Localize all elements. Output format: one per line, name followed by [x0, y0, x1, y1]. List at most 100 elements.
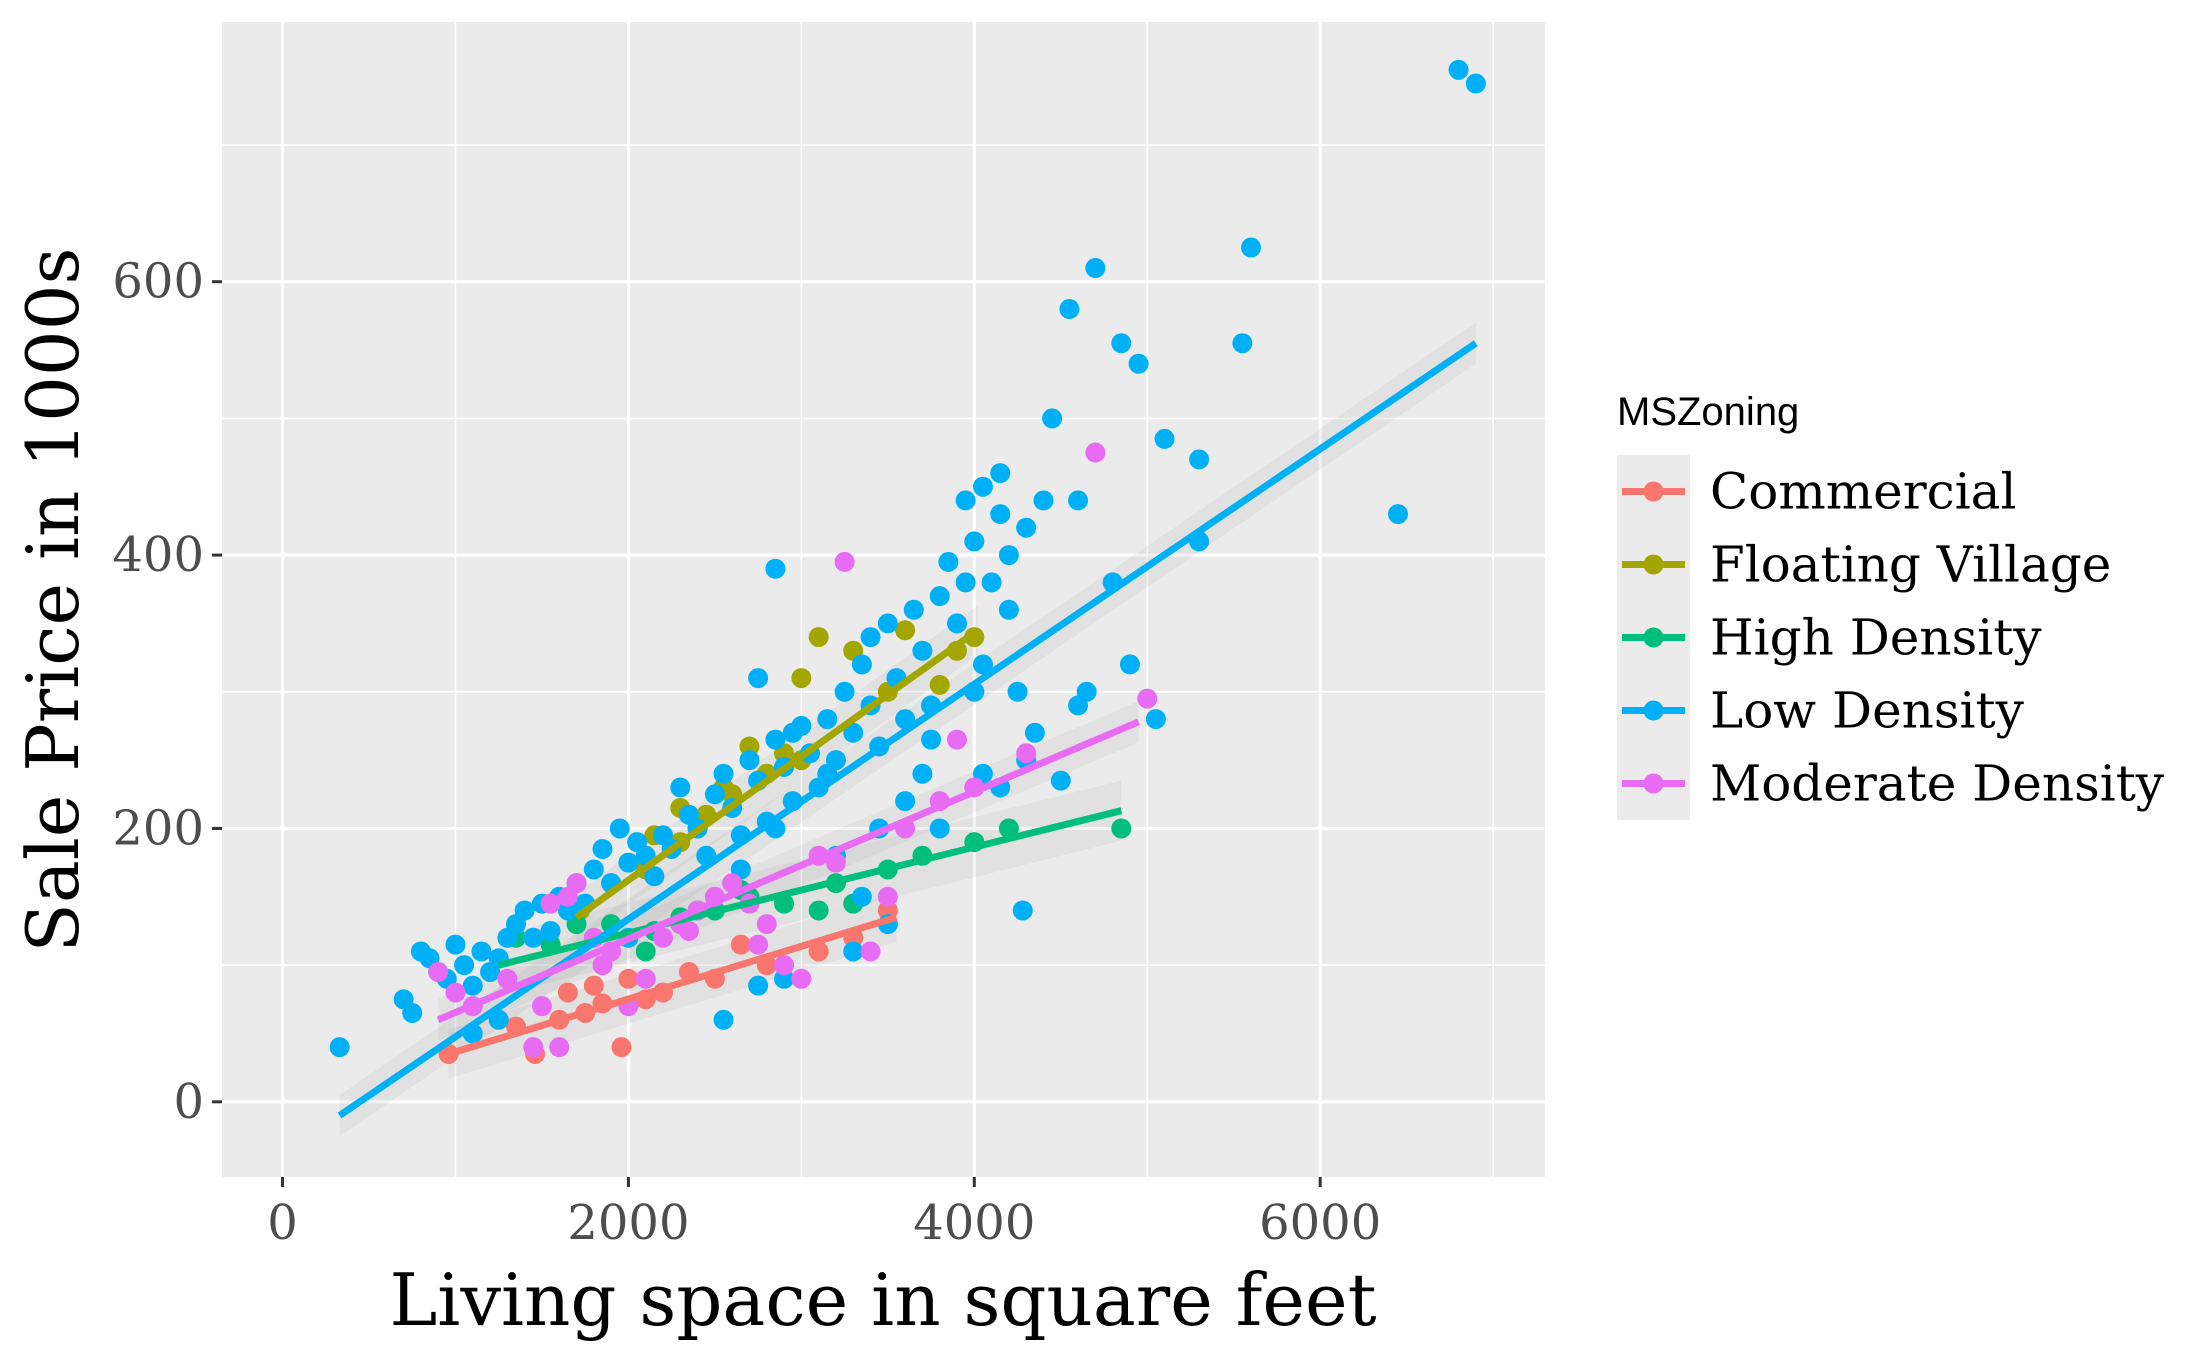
legend-key-point	[1643, 700, 1664, 721]
data-point	[445, 982, 466, 1003]
data-point	[903, 599, 924, 620]
data-point	[998, 545, 1019, 566]
data-point	[549, 1037, 570, 1058]
data-point	[557, 900, 578, 921]
data-point	[877, 886, 898, 907]
fit-line	[337, 340, 1478, 1119]
data-point	[471, 941, 492, 962]
data-point	[583, 859, 604, 880]
data-point	[981, 572, 1002, 593]
data-point	[1448, 59, 1469, 80]
data-point	[774, 955, 795, 976]
data-point	[1232, 333, 1253, 354]
data-point	[748, 975, 769, 996]
data-point	[739, 750, 760, 771]
data-point	[938, 551, 959, 572]
data-point	[497, 968, 518, 989]
data-point	[722, 873, 743, 894]
data-point	[1189, 449, 1210, 470]
legend-key-point	[1643, 627, 1664, 648]
data-point	[947, 613, 967, 634]
data-point	[791, 968, 812, 989]
data-point	[713, 1009, 734, 1030]
data-point	[1085, 442, 1106, 463]
data-point	[929, 674, 950, 695]
data-point	[653, 927, 673, 948]
y-tick-label: 200	[112, 800, 204, 856]
data-point	[990, 504, 1011, 525]
data-point	[851, 886, 872, 907]
data-point	[834, 681, 855, 702]
legend-key-point	[1643, 481, 1664, 502]
data-point	[514, 900, 535, 921]
legend-label: Commercial	[1710, 463, 2016, 521]
data-point	[428, 961, 449, 982]
legend: MSZoning Commercial Floating Village High …	[1617, 390, 2165, 820]
data-point	[635, 941, 656, 962]
data-point	[808, 900, 829, 921]
legend-label: High Density	[1710, 609, 2042, 667]
data-point	[748, 668, 769, 689]
y-tick-label: 600	[112, 254, 204, 310]
data-point	[972, 654, 993, 675]
data-point	[834, 551, 855, 572]
data-point	[1050, 770, 1071, 791]
data-point	[1012, 900, 1033, 921]
data-point	[523, 1037, 544, 1058]
data-point	[557, 982, 578, 1003]
data-point	[454, 955, 475, 976]
data-point	[739, 736, 760, 757]
data-point	[843, 722, 864, 743]
y-tick-label: 0	[173, 1074, 204, 1130]
data-point	[402, 1002, 423, 1023]
data-point	[895, 620, 916, 641]
data-point	[782, 722, 803, 743]
data-point	[523, 927, 544, 948]
x-tick-label: 2000	[567, 1195, 689, 1251]
data-point	[912, 763, 933, 784]
data-point	[445, 934, 466, 955]
data-point	[531, 996, 552, 1017]
data-point	[765, 558, 786, 579]
x-axis-ticks: 0 2000 4000 6000	[267, 1177, 1381, 1251]
data-point	[713, 763, 734, 784]
fit-line	[447, 913, 898, 1058]
legend-label: Moderate Density	[1710, 755, 2165, 813]
data-point	[1128, 353, 1149, 374]
data-point	[748, 934, 769, 955]
data-point	[955, 490, 976, 511]
data-point	[1024, 722, 1045, 743]
data-point	[540, 893, 561, 914]
data-point	[635, 968, 656, 989]
data-point	[1068, 695, 1089, 716]
data-point	[808, 941, 829, 962]
data-point	[1068, 490, 1089, 511]
data-point	[329, 1037, 350, 1058]
data-point	[704, 784, 725, 805]
x-tick-label: 4000	[913, 1195, 1035, 1251]
data-point	[929, 586, 950, 607]
data-point	[921, 729, 942, 750]
y-axis-ticks: 0 200 400 600	[112, 254, 222, 1130]
data-point	[765, 729, 786, 750]
fit-lines	[337, 340, 1478, 1119]
data-point	[825, 852, 846, 873]
data-point	[972, 476, 993, 497]
data-point	[1016, 517, 1037, 538]
data-point	[756, 914, 777, 935]
data-point	[860, 627, 881, 648]
data-point	[1016, 743, 1037, 764]
data-point	[462, 975, 483, 996]
data-point	[540, 920, 561, 941]
legend-key-point	[1643, 773, 1664, 794]
data-point	[998, 818, 1019, 839]
legend-key-point	[1643, 554, 1664, 575]
data-point	[1007, 681, 1028, 702]
x-tick-label: 0	[267, 1195, 298, 1251]
data-point	[947, 729, 967, 750]
data-point	[1119, 654, 1140, 675]
data-point	[843, 941, 864, 962]
data-point	[1137, 688, 1158, 709]
x-tick-label: 6000	[1259, 1195, 1381, 1251]
